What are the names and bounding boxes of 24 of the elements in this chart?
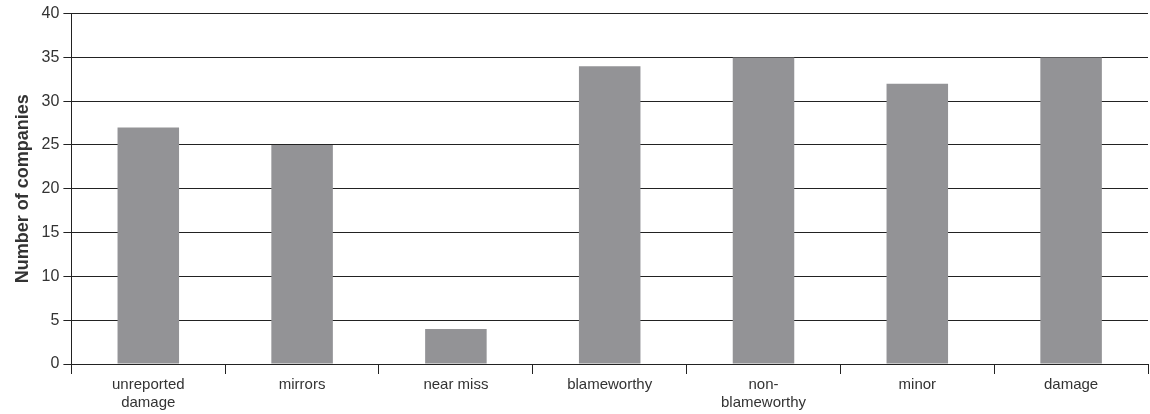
bar (425, 328, 487, 364)
x-tick-label: mirrors (278, 375, 326, 393)
y-tick-label: 20 (41, 179, 60, 197)
x-tick-label: non-blameworthy (720, 375, 807, 411)
bar (886, 83, 949, 364)
y-tick-label: 10 (41, 266, 60, 284)
y-tick-label: 30 (41, 91, 60, 109)
x-tick-label: blameworthy (567, 375, 653, 393)
y-tick-label: 25 (41, 135, 60, 153)
y-tick-label: 15 (41, 223, 60, 241)
bar (1040, 57, 1102, 364)
x-tick-label: unreported damage (112, 375, 185, 411)
x-tick-label: damage (1043, 375, 1099, 393)
y-tick-label: 5 (50, 310, 60, 328)
x-tick-label: minor (898, 375, 937, 393)
y-tick-label: 35 (41, 47, 60, 65)
y-tick-label: 40 (41, 4, 60, 22)
bar (271, 145, 333, 364)
bar (732, 57, 795, 364)
bar (578, 66, 641, 364)
y-axis-title: Number of companies (11, 94, 32, 284)
bar (117, 127, 180, 364)
y-tick-label: 0 (50, 354, 60, 372)
x-tick-label: near miss (423, 375, 489, 393)
